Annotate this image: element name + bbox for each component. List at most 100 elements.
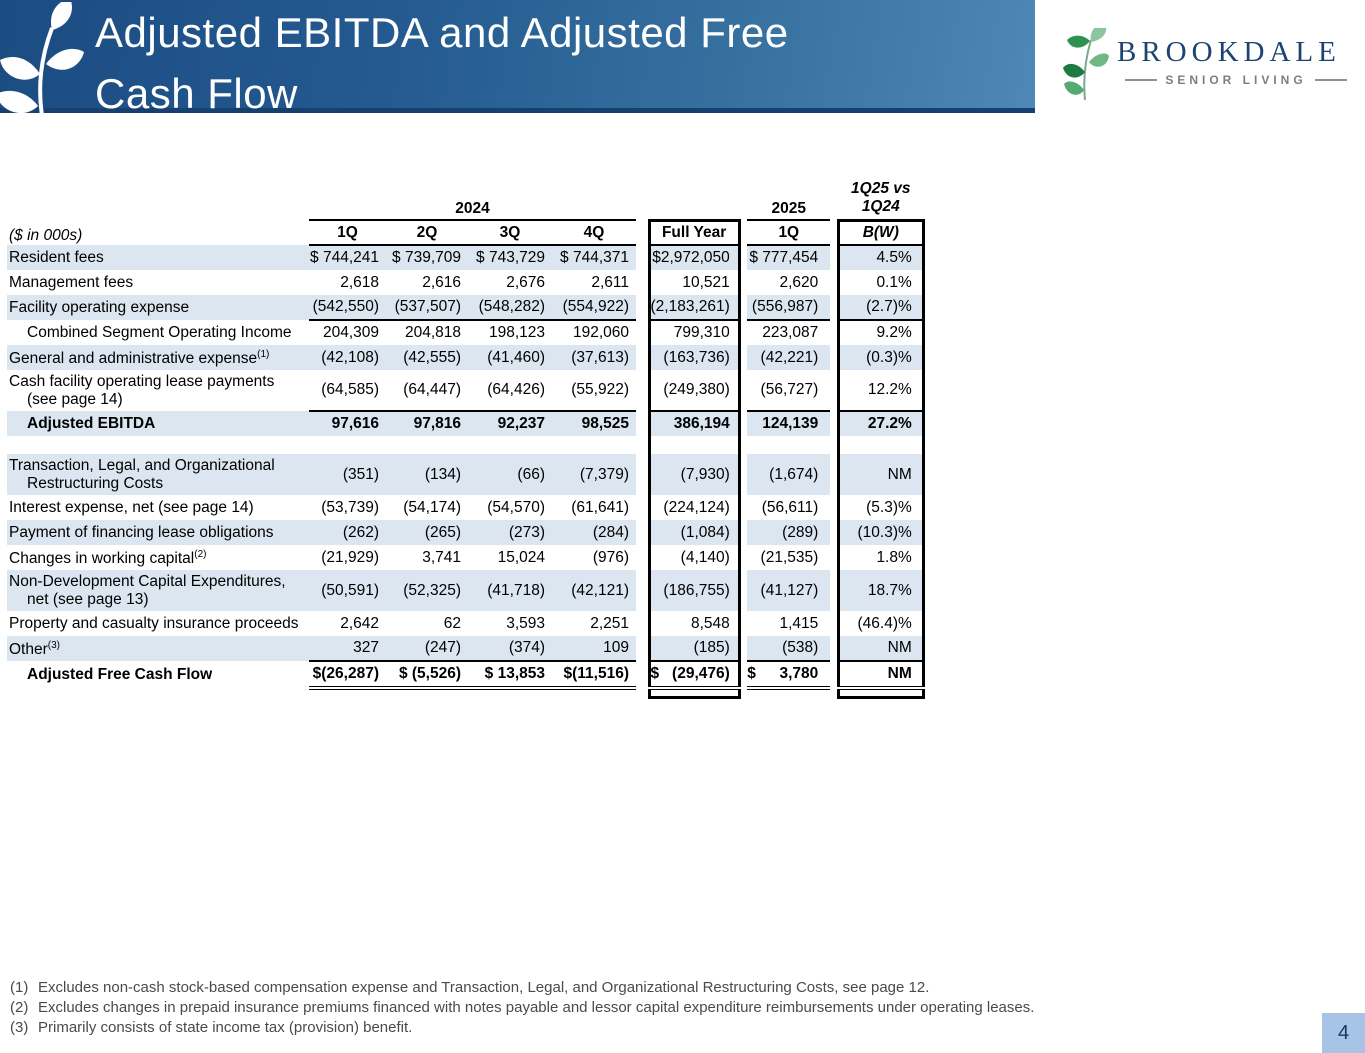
cell-q: (265): [386, 520, 468, 545]
cell-fy: 8,548: [647, 611, 741, 636]
cell-q: (64,585): [321, 381, 379, 398]
cell-q: $(11,516): [552, 660, 636, 690]
cell-q: 62: [443, 614, 461, 632]
cell-q: 2,642: [340, 614, 379, 632]
cell-bw: NM: [836, 454, 925, 495]
table-row: Resident fees $ 744,241 $ 739,709 $ 743,729…: [7, 245, 925, 270]
cell-bw: 1.8%: [836, 545, 925, 570]
cell-q25: $ 777,454: [747, 245, 831, 270]
cell-q: (42,555): [386, 345, 468, 370]
cell-q: [468, 436, 552, 454]
page-title-line2: Cash Flow: [95, 70, 298, 117]
cell-bw: NM: [836, 636, 925, 661]
table-gap-row: [7, 436, 925, 454]
brookdale-logo: BROOKDALE SENIOR LIVING: [1063, 28, 1355, 100]
cell-bw: 18.7%: [836, 570, 925, 611]
table-row: Interest expense, net (see page 14) (53,7…: [7, 495, 925, 520]
cell-q: 204,818: [386, 319, 468, 345]
row-label: Adjusted EBITDA: [7, 411, 309, 436]
table-row: Adjusted Free Cash Flow $(26,287) $ (5,526…: [7, 660, 925, 690]
table-row: Combined Segment Operating Income 204,309…: [7, 319, 925, 345]
table-row: Property and casualty insurance proceeds…: [7, 611, 925, 636]
cell-q25: (538): [747, 636, 831, 661]
cell-q25: [747, 436, 830, 454]
cell-q: 204,309: [309, 319, 386, 345]
cell-q: (53,739): [321, 498, 379, 516]
col-header-1q-2025: 1Q: [747, 220, 831, 246]
cell-q: $ 13,853: [468, 660, 552, 690]
cell-q: 97,616: [309, 410, 386, 436]
row-label: Management fees: [9, 273, 134, 291]
financial-table: 2024 2025 1Q25 vs 1Q24 ($ in 000s) 1Q 2Q…: [7, 176, 925, 699]
row-label: Payment of financing lease obligations: [7, 520, 309, 545]
cell-bw: (0.3)%: [836, 345, 925, 370]
table-row: Facility operating expense (542,550) (537,…: [7, 295, 925, 320]
cell-q: 109: [552, 636, 636, 661]
cell-q: [386, 688, 468, 697]
cell-fy: 386,194: [647, 410, 741, 436]
cell-q: (7,379): [552, 454, 636, 495]
row-label: Combined Segment Operating Income: [27, 323, 292, 341]
row-label: [7, 436, 309, 454]
cell-q: $ 743,729: [468, 245, 552, 270]
cell-q: (64,426): [487, 381, 545, 398]
cell-fy: 10,521: [647, 270, 741, 295]
slide-header-banner: Adjusted EBITDA and Adjusted Free Cash F…: [0, 0, 1035, 117]
col-header-1q: 1Q: [309, 220, 386, 246]
cell-q25: 124,139: [747, 410, 831, 436]
cell-q: (976): [592, 548, 629, 566]
cell-q: 2,618: [340, 273, 379, 291]
leaf-branch-icon: [0, 2, 84, 114]
row-label: Adjusted Free Cash Flow: [27, 665, 213, 683]
cell-q: (351): [309, 454, 386, 495]
cell-q25: 2,620: [779, 273, 819, 291]
cell-fy: (249,380): [647, 370, 741, 411]
year-2024-label: 2024: [309, 176, 636, 221]
row-label: Property and casualty insurance proceeds: [9, 614, 299, 632]
table-row: General and administrative expense(1) (42…: [7, 345, 925, 370]
cell-q: 92,237: [468, 410, 552, 436]
footnote-2: (2) Excludes changes in prepaid insuranc…: [10, 999, 1035, 1016]
cell-q: 2,616: [422, 273, 461, 291]
cell-q: [552, 688, 636, 697]
table-row: Management fees 2,618 2,616 2,676 2,611 10,52…: [7, 270, 925, 295]
cell-q25: (41,127): [747, 570, 831, 611]
cell-bw: (10.3)%: [836, 520, 925, 545]
col-header-4q: 4Q: [552, 220, 636, 246]
cell-fy: (2,183,261): [647, 295, 741, 320]
row-label: Resident fees: [7, 245, 309, 270]
table-spacer-row: [7, 688, 925, 699]
cell-q: (64,447): [403, 381, 461, 398]
cell-q: [552, 436, 636, 454]
col-header-3q: 3Q: [468, 220, 552, 246]
cell-q: (41,460): [468, 345, 552, 370]
cell-q25: 1,415: [779, 614, 819, 632]
cell-q: (41,718): [468, 570, 552, 611]
cell-q: (61,641): [571, 498, 629, 516]
cell-q25: (1,674): [747, 454, 831, 495]
cell-q: (262): [309, 520, 386, 545]
cell-q: 2,611: [591, 273, 629, 291]
table-body: Resident fees $ 744,241 $ 739,709 $ 743,729…: [7, 245, 925, 699]
page-number-badge: 4: [1322, 1013, 1365, 1053]
table-row: Cash facility operating lease payments (s…: [7, 370, 925, 411]
cell-q: [468, 688, 552, 697]
cell-bw: (46.4)%: [836, 611, 925, 636]
row-label: Transaction, Legal, and Organizational Re…: [7, 454, 309, 495]
cell-q: (66): [468, 454, 552, 495]
cell-q25: (556,987): [747, 295, 831, 320]
cell-q: (55,922): [571, 381, 629, 398]
cell-fy: 799,310: [647, 319, 741, 345]
cell-fy: (4,140): [647, 545, 741, 570]
table-row: Non-Development Capital Expenditures, net…: [7, 570, 925, 611]
footnote-3: (3) Primarily consists of state income t…: [10, 1019, 413, 1036]
cell-bw: 9.2%: [836, 319, 925, 345]
cell-bw: NM: [836, 660, 925, 690]
cell-bw: [836, 688, 925, 699]
cell-fy: (224,124): [647, 495, 741, 520]
cell-q: (42,121): [552, 570, 636, 611]
logo-text: BROOKDALE SENIOR LIVING: [1117, 28, 1355, 87]
cell-q: (374): [468, 636, 552, 661]
year-header-row: 2024 2025 1Q25 vs 1Q24: [7, 176, 923, 221]
cell-q: 327: [309, 636, 386, 661]
